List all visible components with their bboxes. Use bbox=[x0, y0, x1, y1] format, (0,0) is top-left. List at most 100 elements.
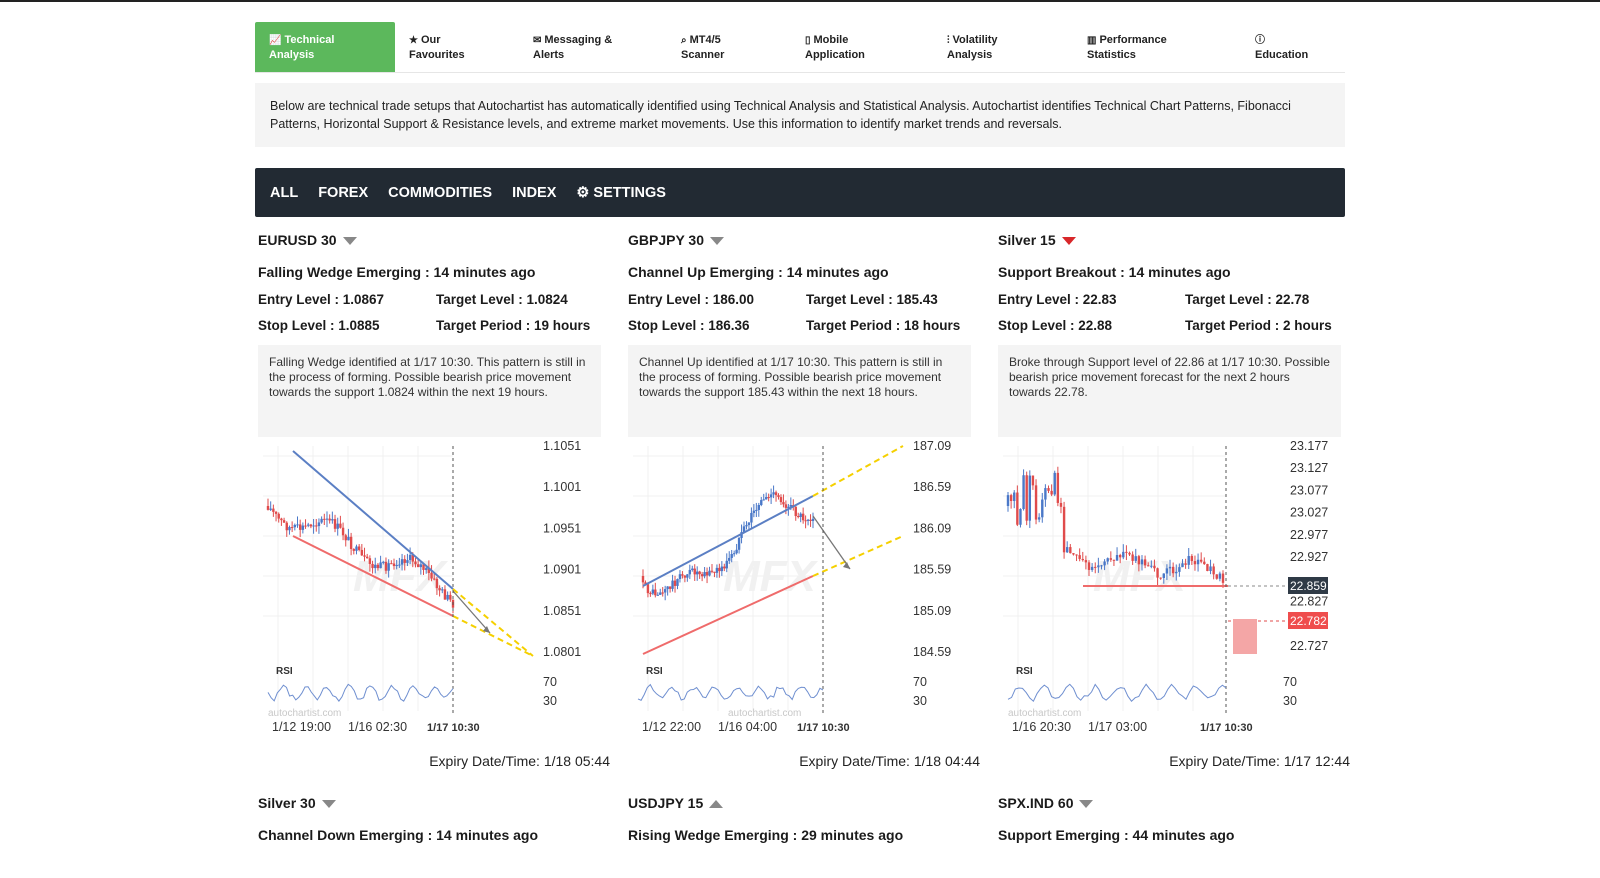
y-tick-label: 184.59 bbox=[913, 645, 951, 659]
candle bbox=[1056, 472, 1060, 503]
tab-performance-statistics[interactable]: ▥ Performance Statistics bbox=[1087, 34, 1167, 61]
candle bbox=[1212, 566, 1215, 575]
entry-level: Entry Level : 186.00 bbox=[628, 292, 755, 307]
support-line bbox=[642, 575, 814, 655]
setups-grid-row-2: Silver 30 Channel Down Emerging : 14 min… bbox=[255, 795, 1345, 855]
candle bbox=[1044, 488, 1047, 500]
tab-mobile-application[interactable]: ▯ Mobile Application bbox=[805, 34, 865, 61]
tab-volatility-analysis[interactable]: ⫶ Volatility Analysis bbox=[947, 34, 998, 61]
forecast-line bbox=[812, 535, 904, 577]
candle bbox=[1196, 559, 1200, 565]
tab-mt45-scanner[interactable]: ⌕ MT4/5 Scanner bbox=[681, 34, 725, 61]
setup-description: Broke through Support level of 22.86 at … bbox=[998, 345, 1341, 437]
watermark-text: autochartist.com bbox=[268, 708, 341, 719]
section-tabs: 📈 Technical Analysis ★ Our Favourites ✉ Messa… bbox=[255, 22, 1345, 73]
tab-our-favourites[interactable]: ★ Our Favourites bbox=[409, 34, 465, 61]
candle bbox=[390, 563, 393, 565]
candle bbox=[1028, 475, 1032, 521]
target-period: Target Period : 18 hours bbox=[806, 318, 961, 333]
tab-messaging-alerts[interactable]: ✉ Messaging & Alerts bbox=[533, 34, 613, 61]
candle bbox=[755, 509, 758, 511]
stop-level: Stop Level : 1.0885 bbox=[258, 318, 380, 333]
candle bbox=[1037, 517, 1041, 520]
candle bbox=[728, 557, 731, 561]
symbol-title[interactable]: Silver 15 bbox=[998, 232, 1076, 248]
candle bbox=[1181, 563, 1184, 568]
tab-education[interactable]: ⓘ Education bbox=[1255, 35, 1309, 61]
candle bbox=[293, 524, 297, 528]
candle bbox=[797, 516, 800, 518]
candle bbox=[274, 511, 278, 514]
candle bbox=[1218, 573, 1222, 579]
candle bbox=[740, 532, 743, 538]
candle bbox=[725, 560, 728, 569]
candle bbox=[411, 554, 414, 562]
candle bbox=[328, 518, 331, 521]
filter-forex[interactable]: FOREX bbox=[318, 184, 369, 201]
y-tick-label: 185.09 bbox=[913, 604, 951, 618]
candle bbox=[371, 563, 374, 569]
candle bbox=[379, 562, 382, 569]
filter-index[interactable]: INDEX bbox=[512, 184, 557, 201]
candle bbox=[688, 569, 692, 575]
candle bbox=[659, 592, 662, 595]
symbol-title[interactable]: GBPJPY 30 bbox=[628, 232, 725, 248]
y-tick-label: 23.077 bbox=[1290, 483, 1328, 497]
candle bbox=[681, 574, 684, 576]
forecast-line bbox=[452, 615, 534, 657]
candle bbox=[1103, 561, 1106, 566]
candle bbox=[1156, 568, 1159, 578]
candle bbox=[1078, 555, 1081, 559]
rsi-tick: 70 bbox=[913, 675, 927, 689]
bullish-arrow-icon bbox=[709, 800, 724, 809]
x-tick-label: 1/17 03:00 bbox=[1088, 720, 1147, 734]
candle bbox=[424, 568, 428, 570]
candle bbox=[347, 536, 350, 541]
pattern-chart[interactable]: MFX 22.859 22.782 23.177 23.127 23.077 23.027 2… bbox=[998, 441, 1348, 741]
candle bbox=[315, 525, 318, 527]
symbol-title[interactable]: SPX.IND 60 bbox=[998, 795, 1094, 811]
candle bbox=[1034, 485, 1038, 520]
symbol-title[interactable]: Silver 30 bbox=[258, 795, 336, 811]
pattern-title: Support Breakout : 14 minutes ago bbox=[998, 264, 1231, 280]
filter-all[interactable]: ALL bbox=[270, 184, 299, 201]
candle bbox=[382, 561, 385, 563]
target-period: Target Period : 19 hours bbox=[436, 318, 591, 333]
candle bbox=[804, 520, 807, 522]
candle bbox=[414, 561, 417, 565]
candle bbox=[752, 510, 756, 513]
candle bbox=[1128, 552, 1131, 555]
candle bbox=[339, 523, 342, 528]
candle bbox=[272, 508, 275, 512]
filter-settings[interactable]: ⚙ SETTINGS bbox=[576, 184, 666, 201]
candle bbox=[661, 592, 664, 594]
candle bbox=[794, 506, 797, 517]
forecast-line bbox=[452, 588, 534, 657]
candle bbox=[317, 522, 321, 527]
candle bbox=[1150, 565, 1153, 567]
candle bbox=[1100, 565, 1103, 567]
candle bbox=[419, 564, 423, 568]
setup-description: Channel Up identified at 1/17 10:30. Thi… bbox=[628, 345, 971, 437]
candle bbox=[663, 589, 667, 593]
y-tick-label: 1.0951 bbox=[543, 521, 581, 535]
candle bbox=[696, 571, 699, 575]
filter-commodities[interactable]: COMMODITIES bbox=[388, 184, 493, 201]
candle bbox=[266, 506, 270, 510]
pattern-chart[interactable]: MFX1.10511.10011.09511.09011.08511.0801R… bbox=[258, 441, 608, 741]
candle bbox=[673, 580, 677, 586]
tab-technical-analysis[interactable]: 📈 Technical Analysis bbox=[255, 22, 395, 72]
candle bbox=[357, 546, 361, 550]
symbol-title[interactable]: USDJPY 15 bbox=[628, 795, 724, 811]
entry-level: Entry Level : 22.83 bbox=[998, 292, 1117, 307]
candle bbox=[307, 524, 310, 526]
pattern-chart[interactable]: MFX 187.09 186.59 186.09 185.59 185.09 184.59 R… bbox=[628, 441, 978, 741]
candle bbox=[1199, 559, 1203, 562]
candle bbox=[333, 519, 337, 529]
candle bbox=[1184, 563, 1187, 565]
candle bbox=[1190, 556, 1194, 562]
rsi-line bbox=[1007, 683, 1227, 703]
candle bbox=[427, 568, 431, 573]
x-tick-label: 1/16 04:00 bbox=[718, 720, 777, 734]
symbol-title[interactable]: EURUSD 30 bbox=[258, 232, 357, 248]
